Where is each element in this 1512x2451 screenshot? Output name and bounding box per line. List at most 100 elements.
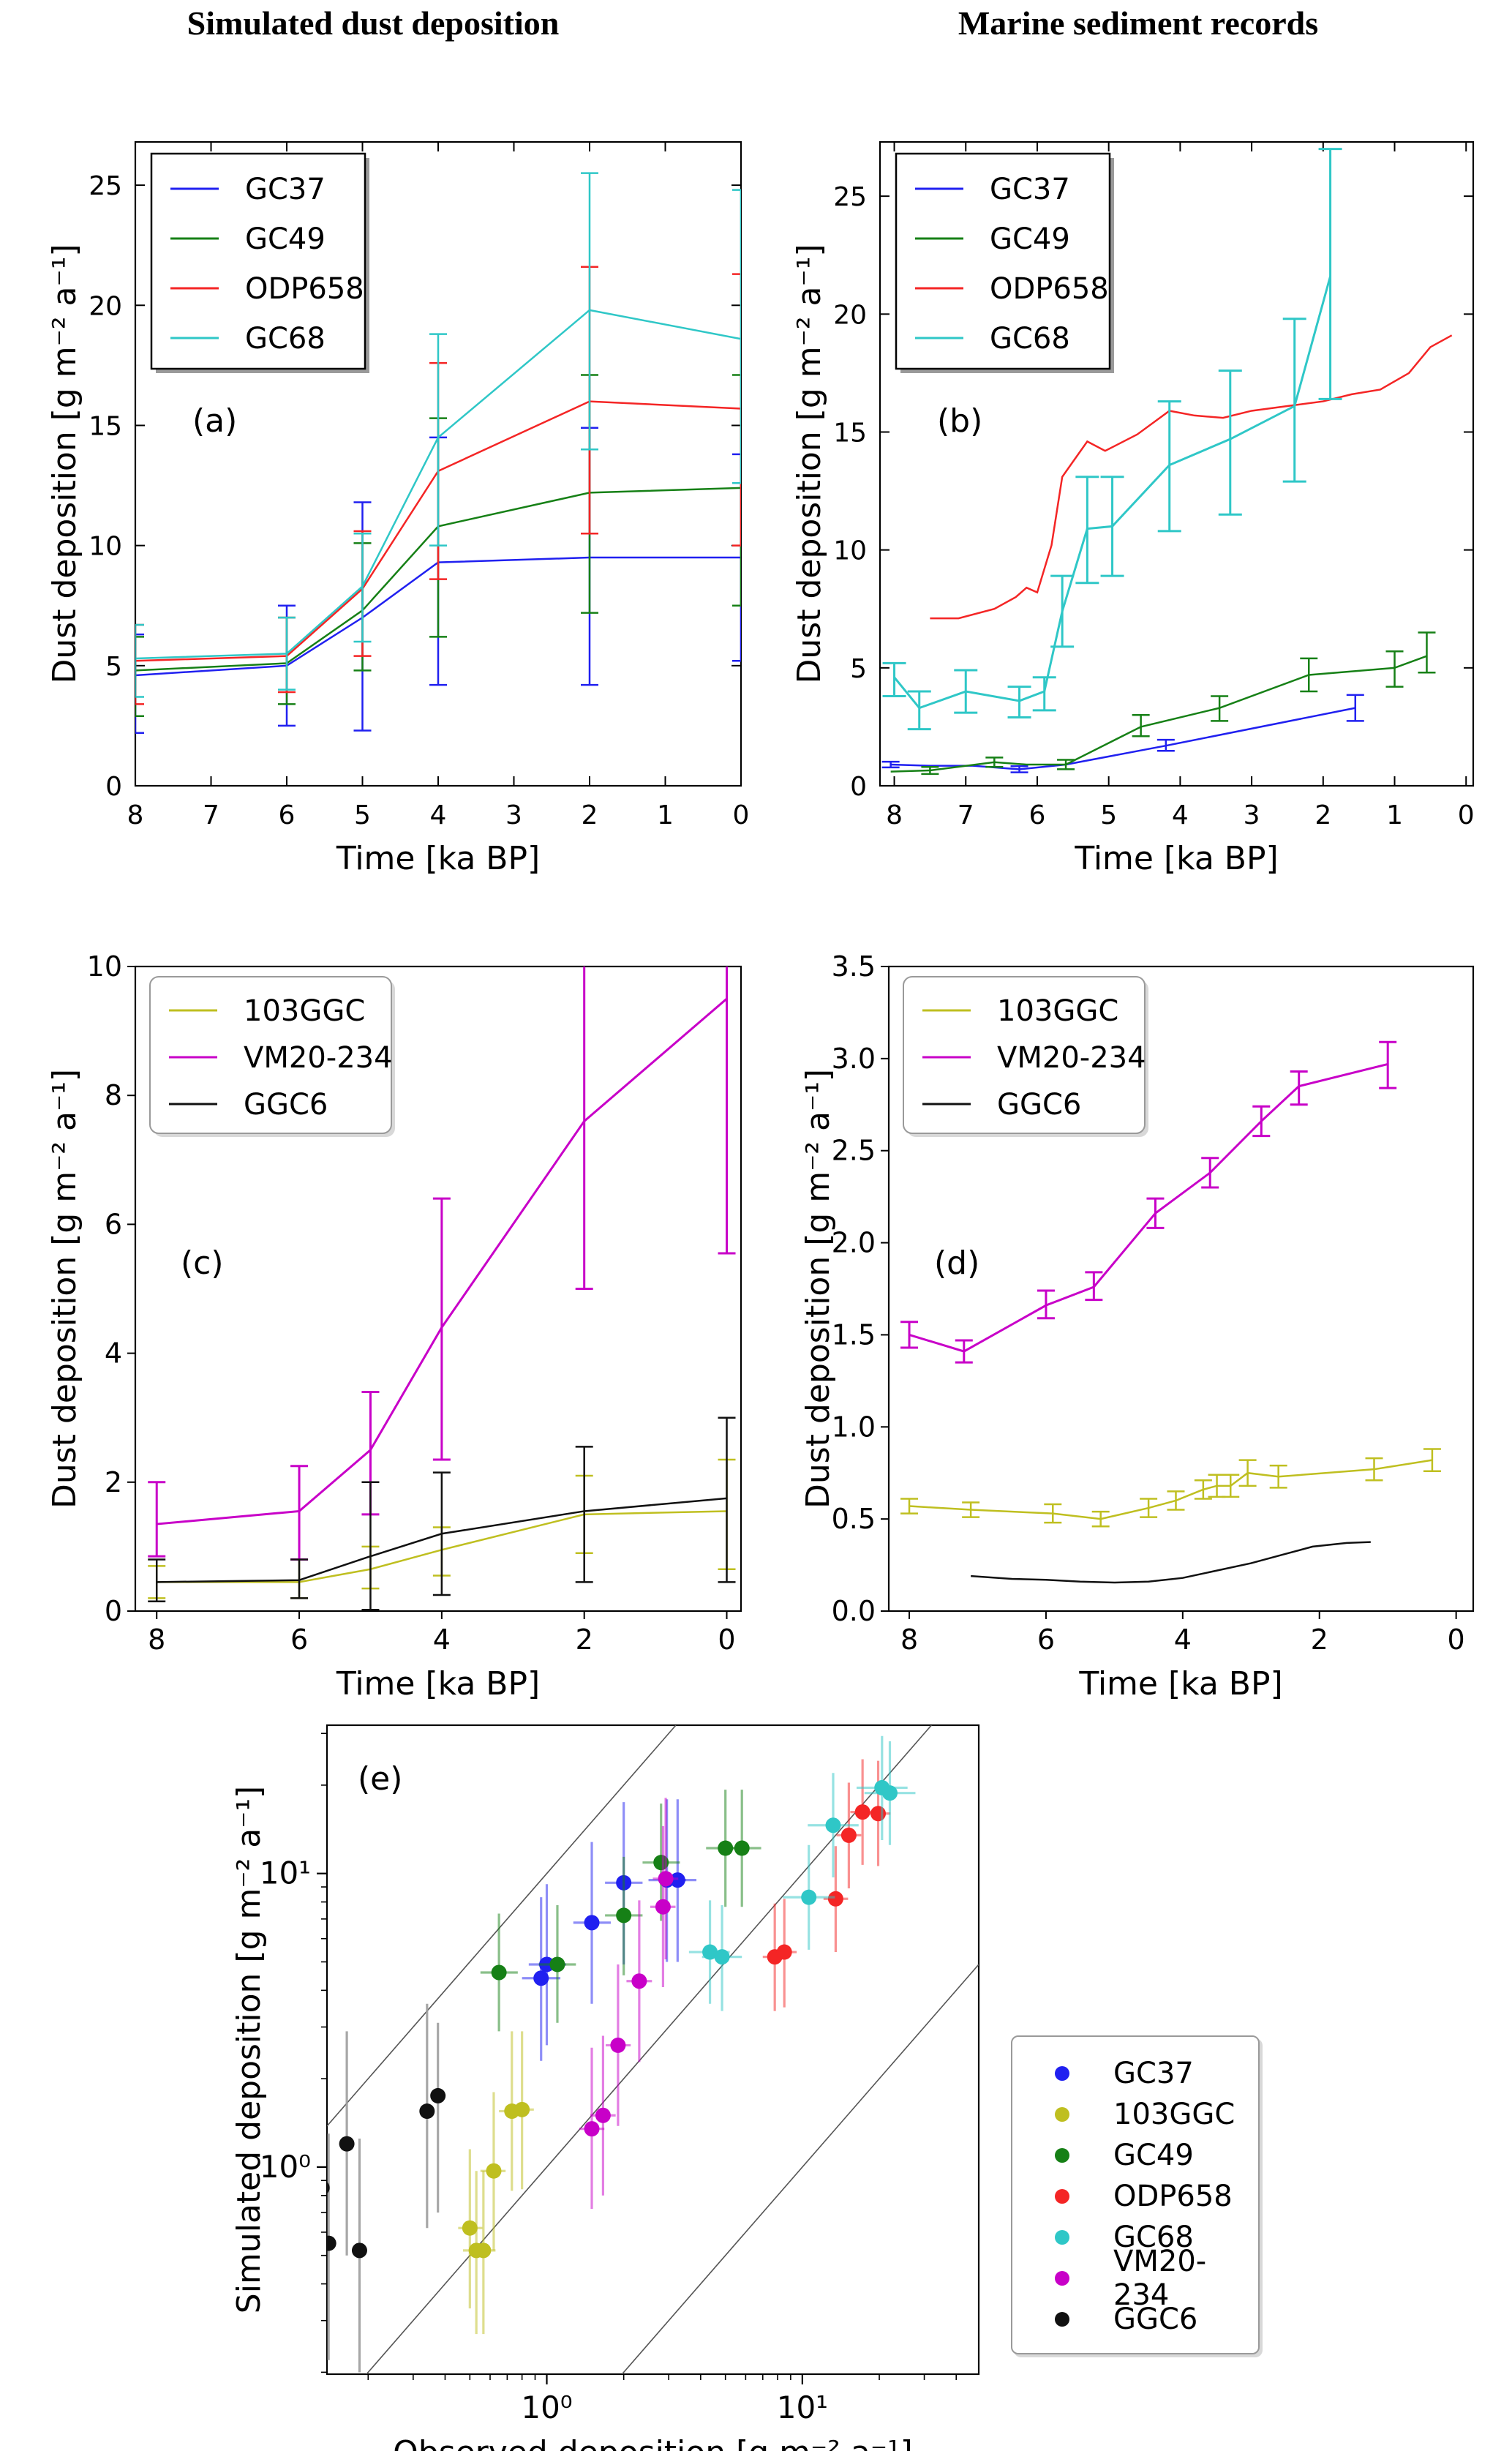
scatter-point: [514, 2101, 530, 2117]
legend-item-GC49: GC49: [170, 222, 326, 256]
left-column-title: Simulated dust deposition: [187, 4, 560, 42]
scatter-point: [801, 1889, 817, 1905]
panel-b-series-area: [881, 148, 1453, 776]
legend-item-label: VM20-234: [244, 1041, 393, 1075]
panel-a-label: (a): [192, 402, 237, 440]
legend-item-label: GC49: [245, 222, 326, 256]
panel-e-plot-area: [327, 1725, 979, 2374]
y-tick-label: 10: [833, 536, 867, 566]
panel-b-x-axis-label: Time [ka BP]: [1074, 840, 1278, 877]
y-tick-label: 5: [105, 652, 122, 682]
panel-c-y-axis-label: Dust deposition [g m⁻² a⁻¹]: [46, 1069, 83, 1509]
panel-d-series-103GGC: [900, 1448, 1441, 1528]
plot-frame: [326, 1724, 980, 2376]
legend-dot-icon: [1055, 2066, 1069, 2081]
panel-c-x-axis-label: Time [ka BP]: [336, 1665, 540, 1703]
scatter-point: [669, 1872, 685, 1888]
x-tick-label: 5: [354, 800, 371, 830]
legend-item-ODP658: ODP658: [915, 272, 1109, 306]
y-tick-label: 3.5: [832, 950, 876, 983]
panel-b-label: (b): [937, 402, 982, 440]
legend-item-label: VM20-234: [997, 1041, 1146, 1075]
y-tick-label: 4: [105, 1337, 122, 1370]
x-tick-label: 8: [127, 800, 144, 830]
scatter-point: [533, 1970, 549, 1986]
scatter-point: [327, 2235, 336, 2251]
panel-a-series-GC68: [135, 172, 741, 698]
scatter-legend-item-GC49: GC49: [1012, 2135, 1258, 2176]
scatter-point: [870, 1806, 887, 1822]
scatter-legend-item-103GGC: 103GGC: [1012, 2094, 1258, 2135]
legend-dot-icon: [1055, 2230, 1069, 2245]
legend-item-GC49: GC49: [915, 222, 1070, 256]
scatter-point: [419, 2103, 435, 2120]
scatter-point: [776, 1944, 792, 1960]
x-tick-label: 8: [148, 1624, 165, 1656]
legend-item-GC37: GC37: [170, 173, 326, 206]
legend-item-label: GC68: [990, 322, 1070, 356]
legend-item-GC68: GC68: [915, 322, 1070, 356]
x-tick-label: 8: [900, 1624, 918, 1656]
scatter-point: [631, 1973, 647, 1989]
right-column-title: Marine sediment records: [958, 4, 1319, 42]
scatter-legend-label: VM20-234: [1113, 2245, 1207, 2312]
y-tick-label: 0: [105, 1595, 122, 1627]
y-tick-label: 25: [89, 171, 122, 201]
x-tick-label: 3: [505, 800, 522, 830]
y-tick-label: 15: [833, 418, 867, 448]
panel-e-label: (e): [358, 1760, 402, 1798]
y-tick-label: 3.0: [832, 1043, 876, 1075]
legend-frame: [903, 976, 1146, 1134]
data-line: [135, 400, 741, 662]
y-tick-label: 15: [89, 411, 122, 441]
legend-item-label: GGC6: [997, 1088, 1081, 1122]
y-tick-label: 2: [105, 1466, 122, 1498]
scatter-legend-item-GGC6: GGC6: [1012, 2299, 1258, 2340]
x-tick-label: 2: [1314, 800, 1331, 830]
panel-a-x-axis-label: Time [ka BP]: [336, 840, 540, 877]
y-tick-label: 2.0: [832, 1227, 876, 1259]
panel-b-series-GC37: [881, 694, 1364, 773]
data-line: [135, 309, 741, 660]
scatter-legend-label: GC37: [1113, 2057, 1194, 2090]
panel-d-legend: 103GGC VM20-234 GGC6: [903, 976, 1148, 1137]
panel-e-chart: 10⁰ 10¹ 10⁰ 10¹ Observed deposition [g m⁻² a…: [230, 1724, 980, 2451]
x-tick-label: 7: [958, 800, 974, 830]
x-tick-label: 0: [1458, 800, 1475, 830]
y-tick-label: 20: [89, 291, 122, 321]
legend-item-label: GC37: [245, 173, 326, 206]
scatter-point: [840, 1827, 857, 1843]
data-line: [909, 1062, 1388, 1353]
panel-a-y-axis-label: Dust deposition [g m⁻² a⁻¹]: [46, 244, 83, 684]
data-line: [135, 487, 741, 672]
panel-b-series-ODP658: [930, 334, 1453, 620]
x-tick-label: 1: [657, 800, 674, 830]
panel-c-series-GGC6: [148, 1416, 736, 1611]
scatter-point: [475, 2242, 492, 2259]
legend-dot-icon: [1055, 2189, 1069, 2204]
scatter-legend-item-GC37: GC37: [1012, 2053, 1258, 2094]
x-tick-label: 4: [430, 800, 447, 830]
panel-d-y-axis-label: Dust deposition [g m⁻² a⁻¹]: [800, 1069, 837, 1509]
legend-item-label: ODP658: [245, 272, 364, 306]
reference-diagonal: [327, 1725, 677, 2127]
legend-item-103GGC: 103GGC: [169, 994, 365, 1028]
legend-item-GGC6: GGC6: [169, 1088, 328, 1122]
y-tick-label: 1.0: [832, 1411, 876, 1443]
y-tick-label: 0: [105, 772, 122, 802]
x-tick-label: 4: [433, 1624, 451, 1656]
scatter-legend-label: 103GGC: [1113, 2098, 1235, 2131]
legend-item-label: 103GGC: [244, 994, 365, 1028]
scatter-legend-item-ODP658: ODP658: [1012, 2176, 1258, 2217]
legend-item-VM20-234: VM20-234: [169, 1041, 393, 1075]
legend-item-label: ODP658: [990, 272, 1109, 306]
x-tick-label: 4: [1174, 1624, 1192, 1656]
panel-b-y-axis-label: Dust deposition [g m⁻² a⁻¹]: [791, 244, 828, 684]
y-tick-label: 20: [833, 300, 867, 330]
scatter-legend-label: GC49: [1113, 2139, 1194, 2172]
legend-item-label: GC49: [990, 222, 1070, 256]
